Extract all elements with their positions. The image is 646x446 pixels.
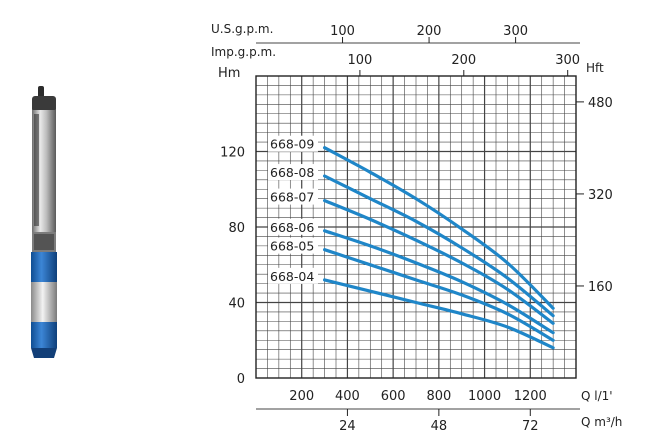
curve-668-04 xyxy=(323,278,555,350)
x-tick-label: 200 xyxy=(289,389,314,404)
x-tick-label: 1000 xyxy=(468,389,501,404)
curve-label-background xyxy=(268,267,318,284)
curve-label-668-06: 668-06 xyxy=(270,220,314,235)
y2-tick-label: 320 xyxy=(588,188,613,203)
imp-gpm-tick-label: 200 xyxy=(451,53,476,68)
curve-label-668-05: 668-05 xyxy=(270,239,314,254)
x-tick-label: 1200 xyxy=(514,389,547,404)
curve-668-07 xyxy=(323,199,555,325)
y-tick-label: 80 xyxy=(228,221,245,236)
x-tick-label: 800 xyxy=(426,389,451,404)
x-tick-label: 600 xyxy=(381,389,406,404)
imp-gpm-tick-label: 300 xyxy=(555,53,580,68)
curve-labels: 668-04 668-05 668-06 668-07 668-08 668-09 xyxy=(268,135,318,284)
y-tick-label: 120 xyxy=(220,146,245,161)
curve-label-background xyxy=(268,237,318,254)
curve-668-09 xyxy=(323,146,555,310)
y-tick-label: 40 xyxy=(228,297,245,312)
curve-label-background xyxy=(268,188,318,205)
y-tick-label: 0 xyxy=(237,372,245,387)
axis-tick-labels: 200 400 600 800 1000 1200 0 40 80 120 160 320 480 24 4… xyxy=(220,24,613,434)
top-axis-imp-label: Imp.g.p.m. xyxy=(211,45,276,59)
curve-668-08 xyxy=(323,174,555,318)
imp-gpm-tick-label: 100 xyxy=(347,53,372,68)
curve-label-668-08: 668-08 xyxy=(270,165,314,180)
curve-label-background xyxy=(268,164,318,181)
plot-frame xyxy=(255,75,577,379)
performance-curves xyxy=(323,146,555,350)
curve-label-background xyxy=(268,218,318,235)
y-axis-left-label: Hm xyxy=(218,66,240,81)
us-gpm-tick-label: 200 xyxy=(417,24,442,39)
curve-label-668-04: 668-04 xyxy=(270,269,314,284)
top-axis-us-label: U.S.g.p.m. xyxy=(211,22,273,36)
pump-illustration xyxy=(31,86,57,358)
curve-label-668-09: 668-09 xyxy=(270,137,314,152)
y-axis-right-label: Hft xyxy=(586,61,604,75)
curve-668-05 xyxy=(323,248,555,342)
x2-tick-label: 24 xyxy=(339,419,356,434)
curve-label-668-07: 668-07 xyxy=(270,190,314,205)
x-axis-label: Q l/1' xyxy=(581,389,613,403)
us-gpm-tick-label: 100 xyxy=(330,24,355,39)
curve-label-background xyxy=(268,135,318,152)
x-tick-label: 400 xyxy=(335,389,360,404)
x2-axis-label: Q m³/h xyxy=(581,415,622,429)
curve-668-06 xyxy=(323,229,555,335)
us-gpm-tick-label: 300 xyxy=(503,24,528,39)
y2-tick-label: 160 xyxy=(588,280,613,295)
chart-grid xyxy=(256,76,576,378)
y2-tick-label: 480 xyxy=(588,96,613,111)
x2-tick-label: 72 xyxy=(522,419,539,434)
x2-tick-label: 48 xyxy=(431,419,448,434)
